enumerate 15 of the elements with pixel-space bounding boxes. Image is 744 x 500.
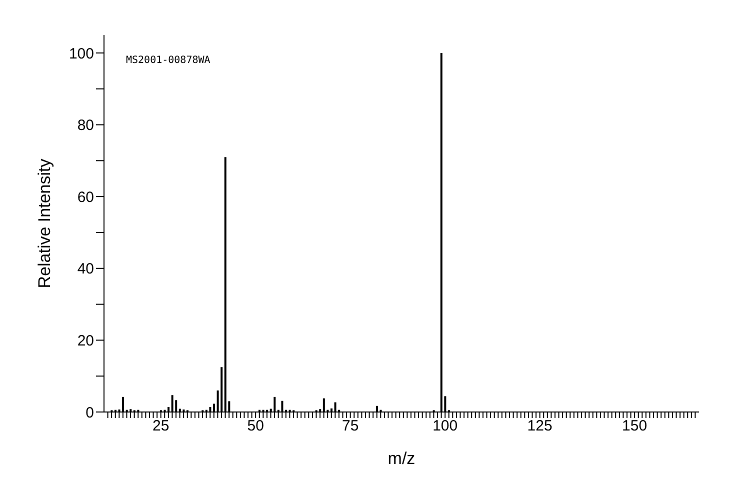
x-tick-label: 75 [342,418,359,435]
y-axis-title: Relative Intensity [35,158,54,288]
y-tick-label: 60 [77,188,94,206]
x-tick-label: 100 [432,418,458,435]
x-tick-label: 50 [247,418,264,435]
y-tick-label: 0 [86,404,94,422]
x-tick-label: 150 [622,418,648,435]
x-tick-label: 25 [152,418,170,435]
x-axis-title: m/z [388,449,416,468]
y-tick-label: 80 [77,117,94,134]
y-tick-label: 100 [68,45,94,62]
x-tick-label: 125 [527,418,552,435]
annotation: MS2001-00878WA [126,55,210,66]
y-tick-label: 20 [77,332,94,350]
y-tick-label: 40 [77,260,94,278]
